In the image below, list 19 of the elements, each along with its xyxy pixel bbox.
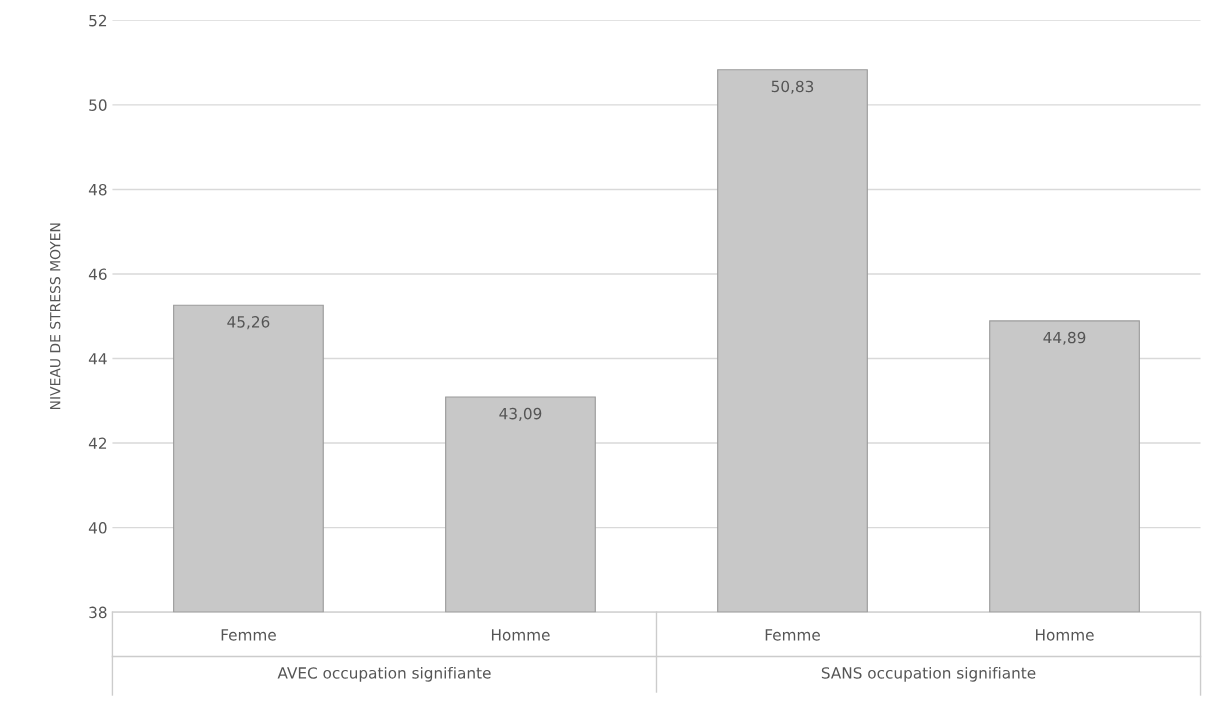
x-tick-label: Homme (491, 629, 550, 641)
data-label: 43,09 (499, 407, 542, 421)
data-label: 45,26 (227, 316, 270, 330)
text: SANS occupation signifiante (821, 666, 1036, 682)
x-tick-label: Femme (221, 629, 276, 641)
y-tick-label: 48 (88, 183, 107, 196)
data-label: 50,83 (771, 80, 814, 94)
y-tick-label: 50 (89, 99, 107, 111)
x-tick-label: Femme (765, 629, 820, 641)
y-tick-label: 44 (88, 353, 107, 365)
y-tick-label: 46 (88, 268, 107, 280)
data-label: 44,89 (1043, 331, 1086, 345)
y-tick-label: 52 (89, 14, 107, 27)
y-tick-label: 40 (88, 522, 107, 534)
text: AVEC occupation signifiante (277, 666, 491, 682)
y-tick-label: 42 (88, 437, 107, 449)
y-tick-label: 38 (89, 606, 107, 619)
y-axis-title: NIVEAU DE STRESS MOYEN (49, 223, 61, 410)
x-tick-label: Homme (1036, 629, 1094, 641)
